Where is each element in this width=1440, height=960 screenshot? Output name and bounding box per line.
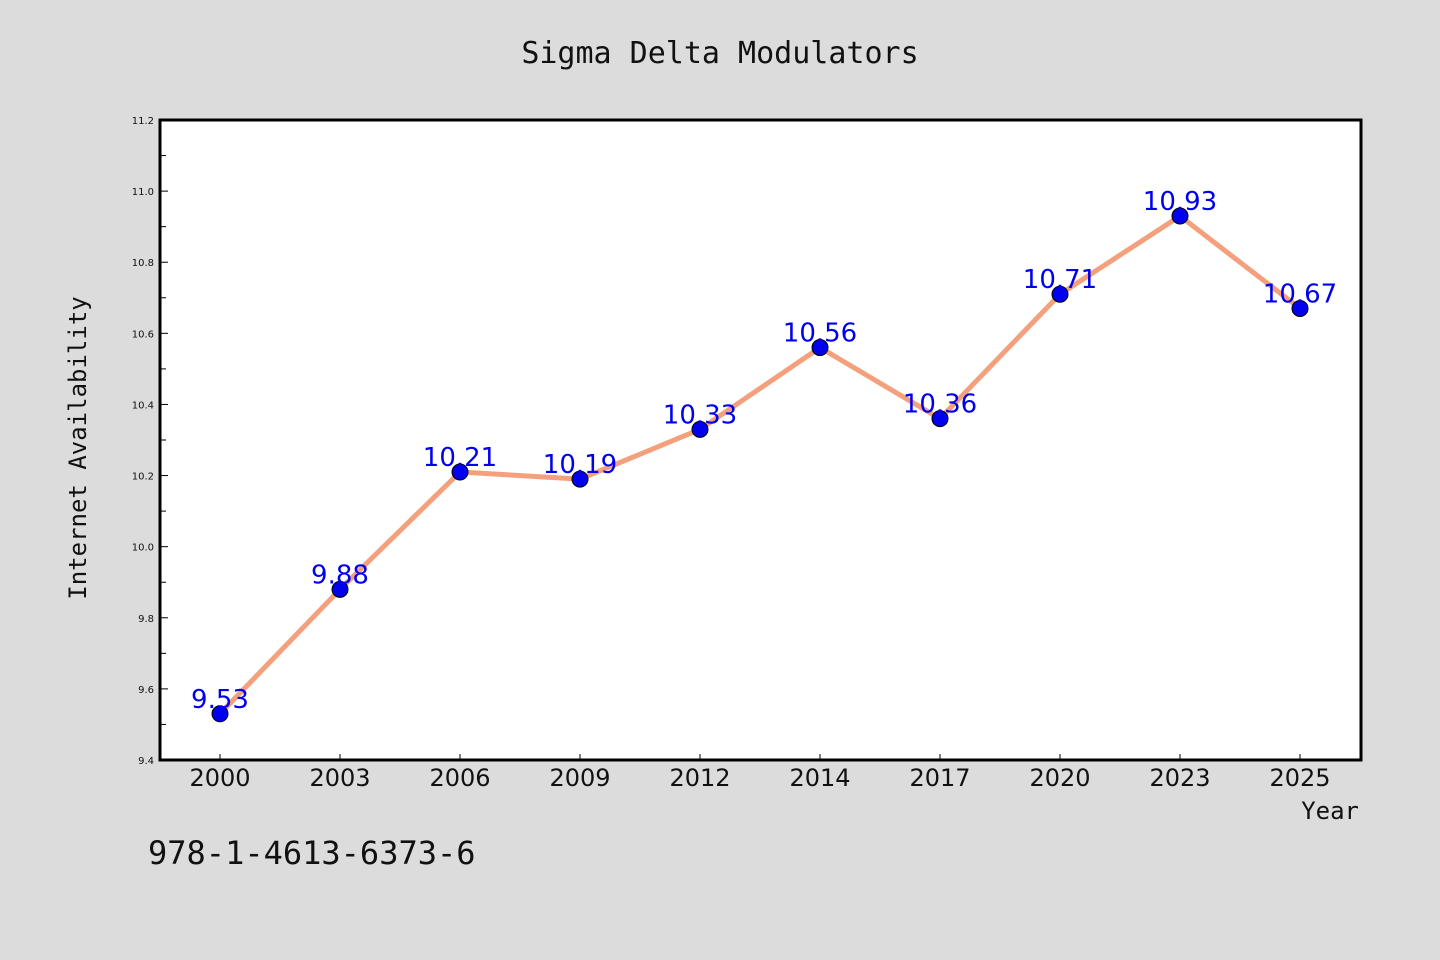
y-tick-label: 10.2: [132, 472, 154, 483]
data-point: [331, 580, 349, 598]
data-label: 9.53: [191, 685, 249, 715]
x-tick-label: 2023: [1149, 764, 1210, 792]
data-label: 10.33: [663, 400, 737, 430]
data-point: [451, 463, 469, 481]
x-tick-label: 2025: [1269, 764, 1330, 792]
data-point: [931, 410, 949, 428]
y-tick-label: 11.0: [132, 187, 154, 198]
data-label: 9.88: [311, 560, 369, 590]
y-tick-label: 10.0: [132, 543, 154, 554]
y-tick-label: 9.6: [138, 685, 154, 696]
data-label: 10.56: [783, 319, 857, 349]
x-tick-label: 2020: [1029, 764, 1090, 792]
chart-title: Sigma Delta Modulators: [521, 36, 918, 71]
data-label: 10.19: [543, 450, 617, 480]
data-label-group: 9.53 9.88 10.21 10.19 10.33 10.56 10.36 10.71 10…: [191, 187, 1337, 715]
x-axis-label: Year: [1301, 797, 1359, 825]
data-point: [571, 470, 589, 488]
data-point: [211, 705, 229, 723]
data-label: 10.93: [1143, 187, 1217, 217]
data-point: [1291, 299, 1309, 317]
data-label: 10.71: [1023, 265, 1097, 295]
y-tick-label: 10.4: [132, 400, 154, 411]
x-tick-label: 2014: [789, 764, 850, 792]
y-tick-label: 9.4: [138, 756, 154, 767]
y-tick-label: 9.8: [138, 614, 154, 625]
x-tick-label: 2012: [669, 764, 730, 792]
y-axis: 9.4 9.6 9.8 10.0 10.2 10.4 10.6 10.8 11.0 11.2: [132, 116, 168, 767]
x-tick-label: 2006: [429, 764, 490, 792]
x-axis: 2000 2003 2006 2009 2012 2014 2017 2020 2023 2025: [189, 754, 1331, 792]
data-point: [811, 339, 829, 357]
y-tick-label: 10.6: [132, 329, 154, 340]
data-label: 10.67: [1263, 279, 1337, 309]
isbn-text: 978-1-4613-6373-6: [148, 834, 476, 872]
x-tick-label: 2000: [189, 764, 250, 792]
data-point: [1051, 285, 1069, 303]
data-label: 10.36: [903, 390, 977, 420]
data-point: [1171, 207, 1189, 225]
y-tick-label: 10.8: [132, 258, 154, 269]
y-axis-label: Internet Availability: [64, 296, 92, 599]
x-tick-label: 2009: [549, 764, 610, 792]
data-label: 10.21: [423, 443, 497, 473]
x-tick-label: 2003: [309, 764, 370, 792]
y-tick-label: 11.2: [132, 116, 154, 127]
series-group: [211, 207, 1309, 723]
x-tick-label: 2017: [909, 764, 970, 792]
series-line: [217, 213, 1303, 717]
data-point: [691, 420, 709, 438]
